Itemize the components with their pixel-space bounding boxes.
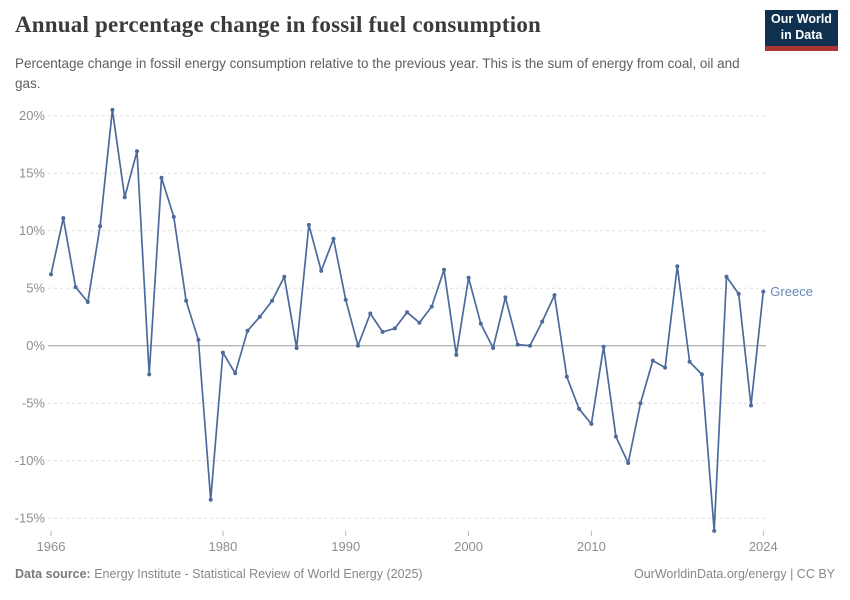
data-point[interactable] — [306, 222, 311, 227]
data-point[interactable] — [442, 267, 446, 272]
data-point[interactable] — [294, 346, 299, 350]
data-point[interactable] — [331, 236, 336, 241]
data-point[interactable] — [503, 295, 508, 300]
x-tick-label: 2000 — [454, 539, 483, 554]
data-point[interactable] — [135, 149, 139, 154]
data-point[interactable] — [761, 289, 766, 294]
data-point[interactable] — [540, 319, 545, 324]
data-point[interactable] — [368, 311, 373, 316]
x-tick-label: 2010 — [577, 539, 606, 554]
data-point[interactable] — [392, 326, 397, 331]
data-point[interactable] — [577, 406, 582, 411]
data-point[interactable] — [122, 195, 127, 200]
data-point[interactable] — [319, 268, 324, 273]
y-tick-label: -10% — [15, 453, 46, 468]
data-point[interactable] — [613, 434, 618, 439]
x-tick-label: 1980 — [208, 539, 237, 554]
data-point[interactable] — [454, 352, 459, 357]
data-point[interactable] — [601, 344, 606, 349]
data-point[interactable] — [356, 343, 360, 348]
data-point[interactable] — [171, 214, 176, 219]
data-point[interactable] — [515, 342, 520, 347]
data-point[interactable] — [233, 371, 238, 376]
data-point[interactable] — [343, 297, 348, 302]
data-source-text: Data source: Energy Institute - Statisti… — [15, 567, 423, 581]
owid-logo-line1: Our World — [771, 12, 832, 27]
data-point[interactable] — [478, 321, 483, 326]
data-point[interactable] — [699, 372, 704, 377]
data-point[interactable] — [417, 320, 422, 325]
data-point[interactable] — [405, 310, 410, 315]
y-tick-label: -15% — [15, 511, 46, 526]
data-point[interactable] — [749, 403, 753, 408]
data-point[interactable] — [159, 175, 164, 180]
data-point[interactable] — [282, 274, 287, 279]
data-point[interactable] — [712, 528, 717, 533]
data-point[interactable] — [736, 291, 741, 296]
y-tick-label: -5% — [22, 396, 46, 411]
x-tick-label: 1990 — [331, 539, 360, 554]
owid-logo: Our World in Data — [765, 10, 838, 51]
data-source-label: Data source: — [15, 567, 91, 581]
chart-subtitle: Percentage change in fossil energy consu… — [15, 56, 740, 92]
x-tick-label: 2024 — [749, 539, 778, 554]
data-point[interactable] — [663, 365, 668, 370]
data-point[interactable] — [208, 497, 213, 502]
data-point[interactable] — [491, 346, 496, 350]
data-point[interactable] — [270, 298, 275, 303]
y-tick-label: 0% — [26, 338, 45, 353]
page-title: Annual percentage change in fossil fuel … — [15, 12, 542, 37]
entity-label-greece: Greece — [770, 284, 813, 299]
data-point[interactable] — [220, 350, 225, 355]
x-tick-label: 1966 — [37, 539, 66, 554]
data-point[interactable] — [466, 275, 471, 280]
data-point[interactable] — [552, 293, 557, 298]
data-point[interactable] — [196, 337, 201, 342]
data-point[interactable] — [589, 421, 594, 426]
owid-logo-line2: in Data — [780, 28, 823, 42]
data-point[interactable] — [650, 358, 655, 363]
data-point[interactable] — [257, 314, 262, 319]
data-point[interactable] — [724, 274, 729, 279]
data-point[interactable] — [61, 216, 66, 221]
y-tick-label: 20% — [19, 108, 45, 123]
data-point[interactable] — [380, 329, 385, 334]
data-point[interactable] — [85, 300, 90, 304]
y-tick-label: 15% — [19, 166, 45, 181]
data-point[interactable] — [675, 264, 680, 269]
data-point[interactable] — [638, 401, 643, 406]
y-tick-label: 10% — [19, 223, 45, 238]
chart-footer: Data source: Energy Institute - Statisti… — [15, 567, 835, 581]
data-point[interactable] — [73, 285, 78, 290]
data-point[interactable] — [626, 461, 631, 465]
data-point[interactable] — [245, 328, 250, 333]
data-point[interactable] — [110, 107, 115, 112]
data-point[interactable] — [184, 298, 189, 303]
y-tick-label: 5% — [26, 281, 45, 296]
data-point[interactable] — [147, 372, 152, 377]
owid-credit-link[interactable]: OurWorldinData.org/energy | CC BY — [633, 567, 835, 581]
data-point[interactable] — [429, 304, 434, 309]
data-point[interactable] — [49, 272, 53, 277]
data-point[interactable] — [687, 359, 692, 364]
data-point[interactable] — [98, 224, 103, 229]
data-point[interactable] — [564, 374, 569, 379]
data-point[interactable] — [528, 343, 532, 348]
